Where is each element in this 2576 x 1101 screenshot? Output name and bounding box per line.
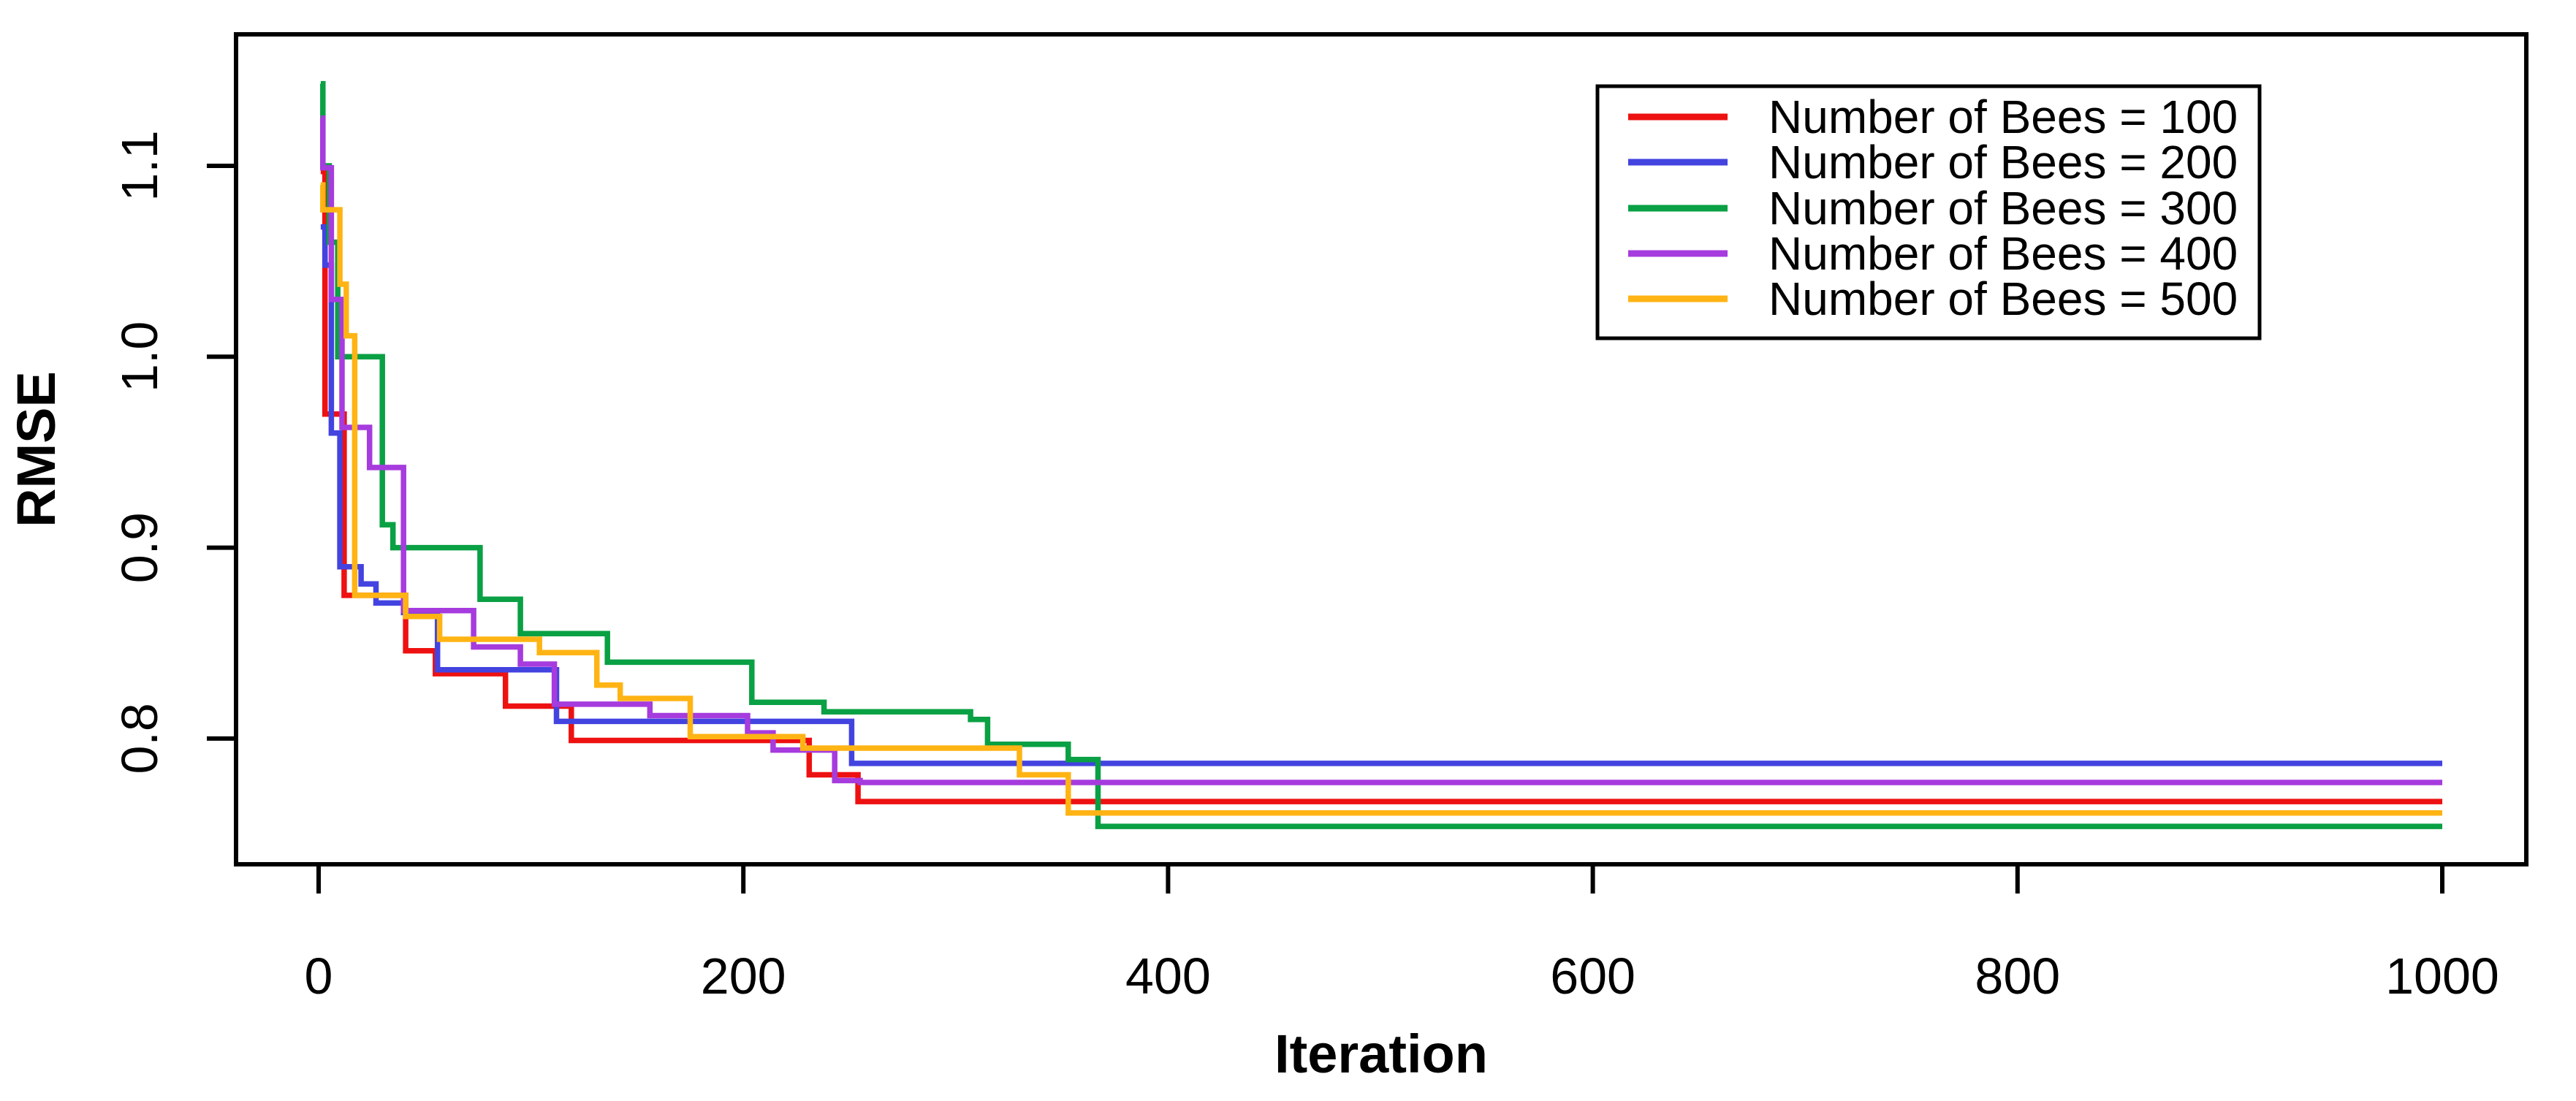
y-tick-label: 1.0 bbox=[111, 321, 168, 392]
legend-entry-label: Number of Bees = 300 bbox=[1768, 182, 2238, 235]
series-line-bees-500 bbox=[320, 182, 2442, 816]
x-tick-label: 0 bbox=[305, 948, 333, 1005]
y-axis: 0.8 0.9 1.0 1.1 bbox=[111, 130, 236, 774]
legend-entry-label: Number of Bees = 400 bbox=[1768, 227, 2238, 280]
plot-border-box bbox=[234, 32, 2528, 866]
x-tick-label: 200 bbox=[701, 948, 786, 1005]
y-tick-label: 0.9 bbox=[111, 512, 168, 583]
x-axis-title: Iteration bbox=[1274, 1024, 1488, 1084]
x-tick-label: 400 bbox=[1125, 948, 1211, 1005]
x-tick-label: 1000 bbox=[2385, 948, 2499, 1005]
y-axis-title: RMSE bbox=[6, 371, 67, 527]
series-lines bbox=[320, 80, 2442, 829]
series-line-bees-300 bbox=[320, 80, 2442, 829]
legend-entry: Number of Bees = 100 bbox=[1628, 91, 2238, 143]
legend-entry: Number of Bees = 500 bbox=[1628, 273, 2238, 325]
x-axis: 0 200 400 600 800 1000 bbox=[305, 864, 2499, 1005]
legend-entry: Number of Bees = 200 bbox=[1628, 136, 2238, 188]
x-tick-label: 800 bbox=[1975, 948, 2060, 1005]
y-tick-label: 0.8 bbox=[111, 703, 168, 774]
y-tick-label: 1.1 bbox=[111, 130, 168, 201]
legend-entry-label: Number of Bees = 200 bbox=[1768, 136, 2238, 188]
legend-entry: Number of Bees = 300 bbox=[1628, 182, 2238, 235]
legend-entry-label: Number of Bees = 500 bbox=[1768, 273, 2238, 325]
legend-entry-label: Number of Bees = 100 bbox=[1768, 91, 2238, 143]
legend-entry: Number of Bees = 400 bbox=[1628, 227, 2238, 280]
x-tick-label: 600 bbox=[1550, 948, 1635, 1005]
